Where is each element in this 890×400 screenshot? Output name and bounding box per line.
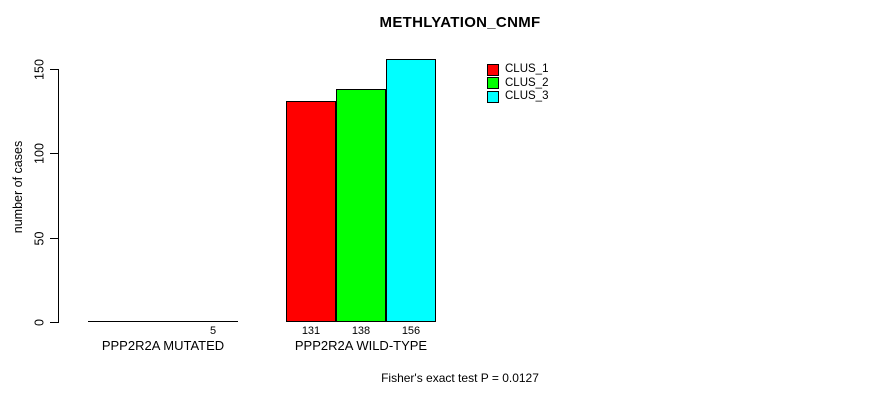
y-tick-label: 100	[32, 143, 47, 164]
bar-clus_1	[88, 321, 138, 322]
legend-swatch-icon	[487, 77, 499, 89]
y-tick-label: 0	[32, 319, 47, 326]
category-label: PPP2R2A WILD-TYPE	[294, 338, 428, 353]
legend-swatch-icon	[487, 90, 499, 103]
y-tick-label: 150	[32, 59, 47, 80]
legend-item-clus_3: CLUS_3	[487, 90, 548, 104]
y-axis-title: number of cases	[11, 140, 25, 234]
legend-label: CLUS_2	[505, 76, 549, 89]
legend: CLUS_1 CLUS_2 CLUS_3	[487, 63, 548, 104]
bar-clus_1	[286, 101, 336, 322]
y-axis-tick	[50, 153, 58, 154]
bar-clus_3	[386, 59, 436, 322]
category-label: PPP2R2A MUTATED	[101, 338, 225, 353]
bar-value-label: 131	[301, 325, 321, 337]
legend-item-clus_2: CLUS_2	[487, 77, 548, 91]
bar-value-label: 156	[401, 325, 421, 337]
y-tick-label: 50	[32, 231, 47, 246]
legend-label: CLUS_3	[505, 90, 549, 102]
bar-clus_3	[188, 321, 238, 322]
bar-value-label: 5	[209, 325, 217, 337]
y-axis	[58, 69, 59, 323]
legend-swatch-icon	[487, 63, 499, 76]
y-axis-tick	[50, 322, 58, 323]
y-axis-tick	[50, 238, 58, 239]
legend-item-clus_1: CLUS_1	[487, 63, 548, 77]
bar-clus_2	[336, 89, 386, 322]
chart-title: METHLYATION_CNMF	[379, 14, 541, 31]
bar-value-label: 138	[351, 325, 371, 337]
y-axis-tick	[50, 69, 58, 70]
bar-clus_2	[138, 321, 188, 322]
legend-label: CLUS_1	[505, 63, 549, 75]
fisher-test-annotation: Fisher's exact test P = 0.0127	[381, 371, 539, 385]
